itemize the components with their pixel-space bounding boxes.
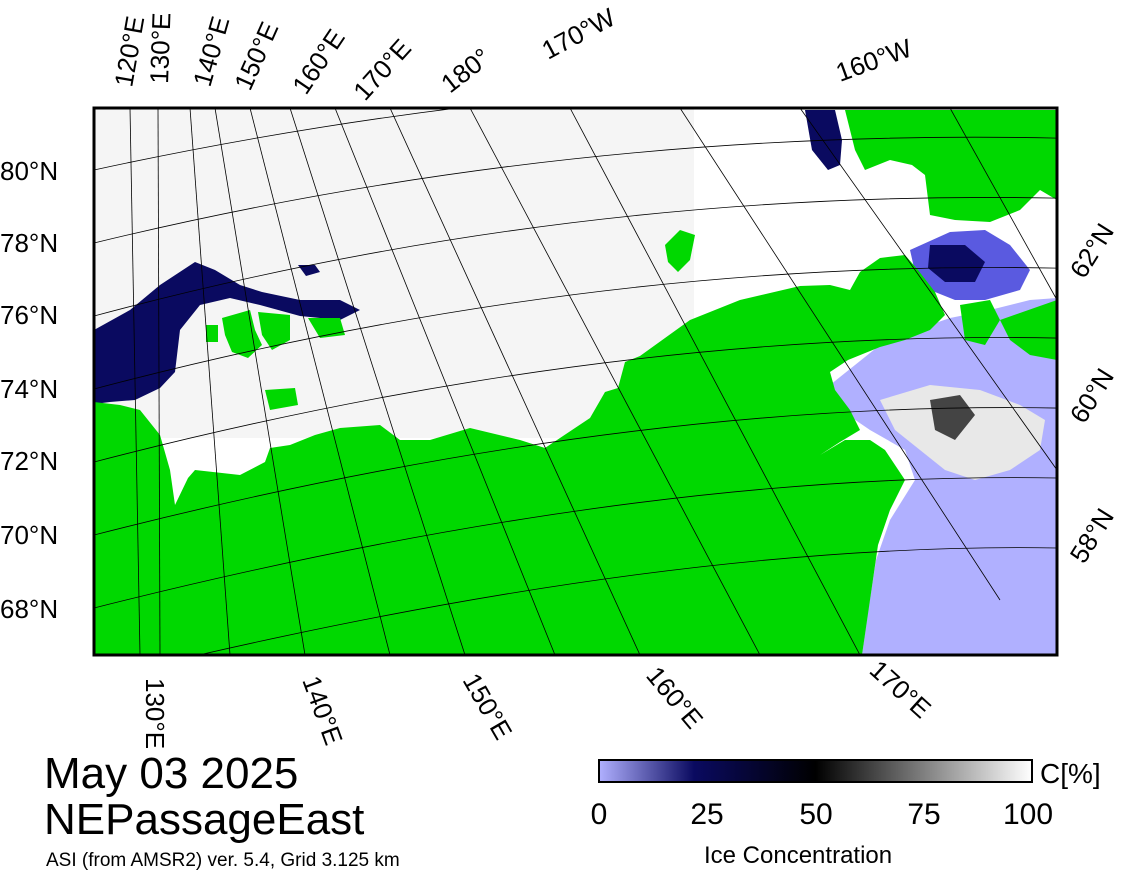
land-seward — [1000, 300, 1057, 360]
lon-label-bottom-150e: 150°E — [457, 668, 519, 745]
meridian-140e — [214, 108, 306, 655]
lon-label-bottom-160e: 160°E — [640, 661, 709, 735]
open-water-bering — [830, 298, 1057, 655]
lat-label-58n: 58°N — [1064, 503, 1120, 568]
parallel-66 — [197, 547, 1057, 655]
lat-label-74n: 74°N — [0, 374, 58, 404]
lon-label-bottom-130e: 130°E — [140, 678, 170, 749]
meridian-175w — [949, 108, 1057, 301]
meridian-180 — [799, 108, 1057, 471]
meridian-175e — [679, 108, 1001, 601]
data-source: ASI (from AMSR2) ver. 5.4, Grid 3.125 km — [46, 850, 400, 871]
colorbar-tick-75: 75 — [907, 798, 941, 831]
pack-ice-dark — [930, 395, 975, 440]
low-ice-laptev — [94, 262, 360, 404]
land-small-island — [206, 325, 218, 342]
colorbar-label: Ice Concentration — [704, 842, 893, 869]
lat-label-70n: 70°N — [0, 520, 58, 550]
map-region: NEPassageEast — [44, 795, 365, 844]
lon-label-top-170w: 170°W — [537, 2, 621, 65]
low-ice-patch — [298, 265, 320, 276]
meridian-130e — [157, 108, 161, 655]
lon-label-top-160w: 160°W — [832, 33, 916, 88]
parallel-76 — [94, 197, 1057, 317]
parallel-70 — [94, 407, 1057, 536]
meridian-150e — [289, 108, 466, 655]
lat-labels-left: 80°N 78°N 76°N 74°N 72°N 70°N 68°N — [0, 156, 58, 624]
meridian-160e — [389, 108, 641, 655]
land-siberia — [94, 255, 945, 655]
meridian-120e — [129, 108, 141, 655]
lat-label-78n: 78°N — [0, 228, 58, 258]
lon-label-top-170e: 170°E — [347, 33, 417, 106]
land-lyakhovsky — [265, 388, 298, 410]
land-new-siberian-1 — [222, 310, 262, 358]
lon-label-top-150e: 150°E — [228, 17, 284, 94]
parallel-68 — [94, 477, 1057, 609]
lat-label-72n: 72°N — [0, 446, 58, 476]
lon-labels-top: 120°E 130°E 140°E 150°E 160°E 170°E 180°… — [108, 2, 916, 106]
parallel-78 — [94, 136, 1057, 244]
meridian-165e — [469, 108, 761, 655]
lat-label-68n: 68°N — [0, 594, 58, 624]
lon-label-bottom-140e: 140°E — [296, 672, 349, 749]
graticule — [94, 108, 1057, 655]
lon-label-top-180: 180° — [435, 42, 496, 99]
colorbar-tick-25: 25 — [690, 798, 724, 831]
meridian-135e — [189, 108, 231, 655]
meridian-155e — [334, 108, 556, 655]
lat-labels-right: 62°N 60°N 58°N — [1064, 218, 1120, 568]
meridian-145e — [249, 108, 391, 655]
lat-label-60n: 60°N — [1064, 363, 1120, 428]
colorbar-unit: C[%] — [1040, 758, 1101, 789]
colorbar-tick-0: 0 — [590, 798, 608, 831]
lat-label-80n: 80°N — [0, 156, 58, 186]
map-area — [94, 108, 1057, 655]
lon-label-bottom-170e: 170°E — [864, 654, 937, 724]
colorbar-tick-50: 50 — [799, 798, 833, 831]
colorbar — [598, 759, 1033, 783]
lat-label-62n: 62°N — [1064, 218, 1120, 283]
land-wrangel — [665, 230, 695, 272]
parallel-74 — [94, 267, 1057, 390]
land-new-siberian-2 — [258, 312, 290, 350]
parallel-72 — [94, 337, 1057, 463]
parallel-80 — [94, 108, 461, 171]
map-frame — [92, 106, 1059, 657]
lon-labels-bottom: 130°E 140°E 150°E 160°E 170°E — [140, 654, 937, 749]
lon-label-top-140e: 140°E — [187, 13, 235, 90]
lon-label-top-160e: 160°E — [286, 24, 351, 100]
lat-label-76n: 76°N — [0, 300, 58, 330]
meridian-170e — [569, 108, 861, 655]
colorbar-tick-100: 100 — [1002, 798, 1054, 831]
low-ice-core — [928, 245, 985, 282]
lon-label-top-130e: 130°E — [144, 12, 176, 84]
land-island-st-lawrence — [960, 300, 1000, 345]
map-date: May 03 2025 — [44, 749, 299, 798]
